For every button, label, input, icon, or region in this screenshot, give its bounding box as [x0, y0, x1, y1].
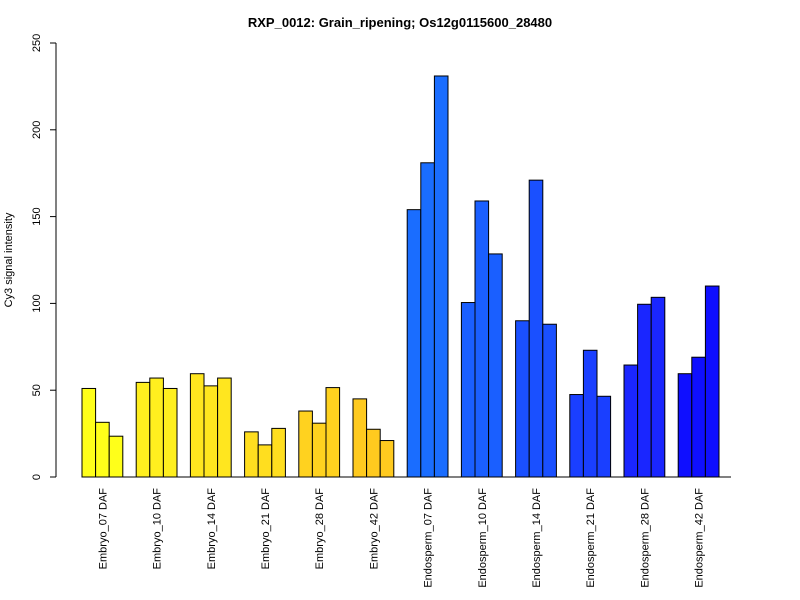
x-tick-label: Embryo_28 DAF [314, 488, 326, 570]
bar [162, 387, 178, 478]
x-tick-label: Endosperm_28 DAF [639, 488, 651, 588]
bar [433, 75, 449, 478]
y-tick-label: 50 [31, 384, 43, 396]
x-tick-label: Endosperm_10 DAF [477, 488, 489, 588]
bar [379, 440, 395, 478]
x-tick-label: Embryo_07 DAF [97, 488, 109, 570]
x-tick-labels: Embryo_07 DAF Embryo_10 DAF Embryo_14 DAF E… [97, 488, 705, 588]
bar [257, 444, 273, 478]
bar [298, 410, 313, 478]
bar [596, 395, 612, 478]
bar [691, 356, 706, 478]
y-tick-label: 250 [31, 34, 43, 52]
bar [677, 373, 693, 478]
bar [366, 428, 381, 478]
bar [582, 349, 598, 478]
x-tick-label: Embryo_42 DAF [368, 488, 380, 570]
bar [542, 323, 557, 478]
bar [217, 377, 232, 478]
bar [81, 387, 97, 478]
bar [650, 296, 666, 478]
y-tick-label: 200 [31, 121, 43, 139]
bar [420, 162, 435, 478]
bar [474, 200, 490, 478]
bar [406, 209, 422, 478]
bar [95, 421, 110, 478]
x-tick-label: Endosperm_14 DAF [531, 488, 543, 588]
x-tick-label: Embryo_14 DAF [206, 488, 218, 570]
bar [149, 377, 164, 478]
x-tick-label: Embryo_21 DAF [260, 488, 272, 570]
bar [189, 373, 205, 478]
bar [623, 364, 639, 478]
bar [311, 422, 327, 478]
bar [460, 302, 476, 478]
y-tick-label: 150 [31, 207, 43, 225]
bar [488, 253, 503, 478]
chart-title: RXP_0012: Grain_ripening; Os12g0115600_2… [248, 15, 552, 30]
bar [528, 179, 544, 478]
y-axis-label: Cy3 signal intensity [3, 212, 15, 307]
bar [135, 381, 151, 478]
y-axis: 0 50 100 150 200 250 [31, 34, 57, 480]
bar [515, 320, 530, 478]
y-tick-label: 100 [31, 294, 43, 312]
bar [271, 427, 286, 478]
y-tick-label: 0 [31, 474, 43, 480]
x-tick-label: Endosperm_07 DAF [423, 488, 435, 588]
bar [108, 435, 124, 478]
x-tick-label: Endosperm_42 DAF [694, 488, 706, 588]
bar-group [81, 75, 720, 478]
bar [244, 431, 259, 478]
x-tick-label: Embryo_10 DAF [152, 488, 164, 570]
bar [352, 398, 368, 478]
bar [569, 394, 584, 478]
bar [325, 387, 341, 478]
bar [203, 385, 219, 478]
bar [704, 285, 720, 478]
bar [637, 303, 652, 478]
x-tick-label: Endosperm_21 DAF [585, 488, 597, 588]
